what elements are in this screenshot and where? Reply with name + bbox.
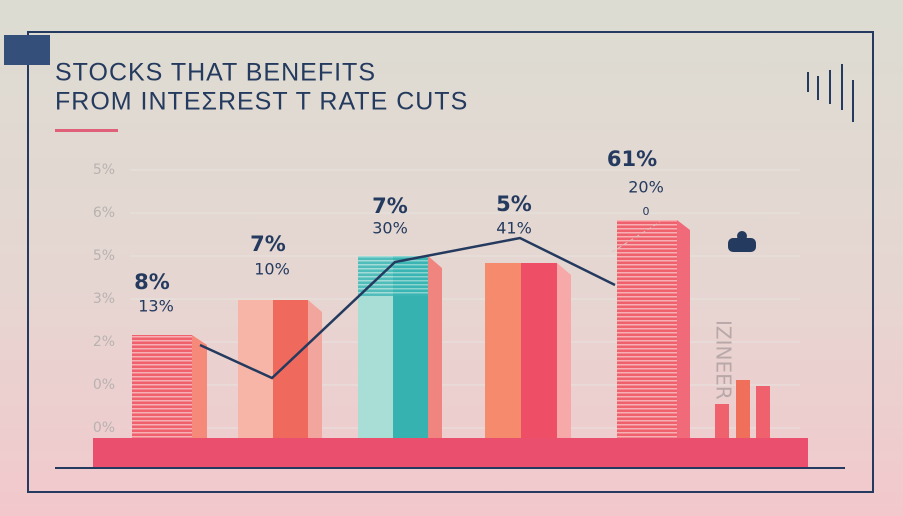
bar-label: 13% (138, 297, 174, 316)
bar-side (428, 256, 442, 438)
frame (27, 31, 874, 493)
title-underline (55, 129, 118, 132)
axis-label: 6% (93, 205, 115, 221)
bar (485, 263, 521, 438)
side-icon (728, 231, 756, 252)
bar-label: 61% (607, 147, 657, 171)
base-platform (93, 438, 808, 467)
small-bars (715, 380, 770, 438)
deco-lines (807, 64, 854, 122)
bar-side (192, 335, 207, 438)
bar-label: 20% (628, 178, 664, 197)
axis-label: 5% (93, 248, 115, 264)
bar-label: 0 (643, 205, 650, 218)
title-line: FROM INTEΣREST T RATE CUTS (55, 88, 468, 116)
bar-side (557, 263, 571, 438)
title-line: STOCKS THAT BENEFITS (55, 59, 376, 87)
bar-label: 7% (372, 194, 408, 218)
bar-label: 7% (250, 232, 286, 256)
side-text: IZINEER (712, 320, 736, 400)
axis-label: 0% (93, 377, 115, 393)
axis-label: 2% (93, 334, 115, 350)
axis-label: 5% (93, 162, 115, 178)
bar-label: 5% (496, 192, 532, 216)
bar-side (677, 220, 690, 438)
bar (273, 300, 308, 438)
bar-stripes (358, 256, 428, 296)
bar (132, 335, 192, 438)
bar (521, 263, 557, 438)
bar-label: 41% (496, 219, 532, 238)
bar (238, 300, 273, 438)
trend-line (199, 236, 616, 380)
bar-label: 8% (134, 270, 170, 294)
axis-label: 0% (93, 420, 115, 436)
dashed-line (611, 221, 661, 253)
bar-label: 10% (254, 260, 290, 279)
corner-block (4, 35, 50, 65)
bar-side (308, 300, 322, 438)
axis-label: 3% (93, 291, 115, 307)
bar (617, 220, 677, 438)
bar-label: 30% (372, 219, 408, 238)
